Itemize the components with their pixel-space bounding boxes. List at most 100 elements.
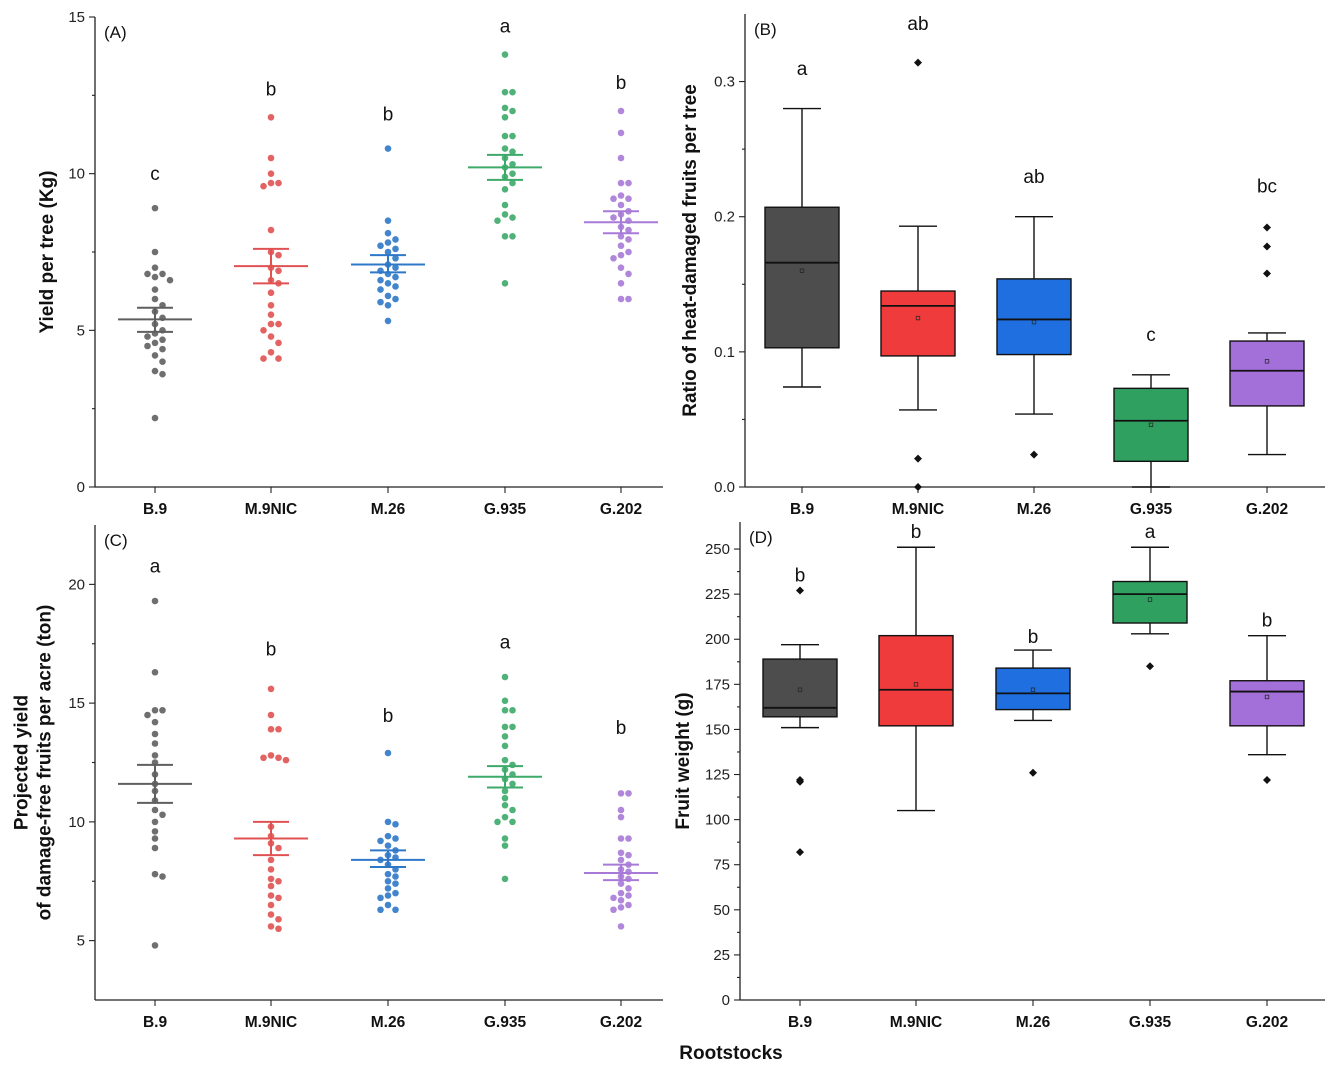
y-tick-label: 15	[68, 9, 85, 26]
data-point	[151, 806, 159, 814]
data-point	[151, 718, 159, 726]
x-tick-label-b9: B.9	[143, 1014, 168, 1031]
data-point	[617, 201, 625, 209]
data-point	[151, 730, 159, 738]
outlier-point	[1263, 223, 1271, 232]
panel-b-heat-damage-ratio: 0.0 0.1 0.2 0.3 B.9 M.9NIC M.26 G.935 G.202 Ratio…	[680, 14, 1325, 518]
x-tick-label-m9nic: M.9NIC	[245, 1014, 298, 1031]
y-tick-label: 20	[68, 576, 85, 593]
data-point	[617, 107, 625, 115]
mean-marker	[913, 682, 919, 687]
data-point	[377, 298, 384, 306]
data-point	[275, 877, 282, 885]
data-point	[159, 873, 166, 880]
significance-letter: b	[616, 73, 627, 94]
data-point	[384, 301, 392, 309]
y-axis-title: Projected yield of damage-free fruits per…	[12, 605, 56, 921]
data-point	[617, 813, 625, 821]
data-point	[625, 226, 632, 234]
data-point	[151, 597, 159, 605]
data-point	[610, 894, 617, 902]
data-point	[384, 818, 392, 826]
data-point	[509, 706, 516, 714]
data-point	[392, 880, 399, 887]
data-point	[159, 370, 166, 378]
data-point	[267, 923, 275, 930]
data-point	[159, 358, 166, 365]
y-tick-label: 0.2	[714, 209, 735, 226]
significance-letter: b	[1028, 627, 1039, 648]
box-g935	[1113, 374, 1189, 488]
data-point	[384, 885, 392, 892]
box-iqr	[880, 290, 956, 357]
data-point	[267, 711, 275, 719]
significance-letter: b	[266, 640, 277, 661]
box-b9	[762, 586, 838, 857]
outlier-point	[1030, 450, 1038, 459]
significance-letter: a	[797, 59, 808, 80]
data-point	[509, 233, 516, 240]
data-point	[501, 835, 509, 842]
data-point	[151, 339, 159, 347]
mean-marker	[1148, 422, 1154, 427]
series-m9nic	[234, 113, 308, 362]
x-tick-label-m26: M.26	[371, 1014, 406, 1031]
outlier-point	[1029, 768, 1037, 777]
y-tick-label: 5	[77, 322, 85, 339]
data-point	[267, 856, 275, 864]
data-point	[501, 794, 509, 802]
data-point	[151, 367, 159, 375]
data-point	[275, 894, 282, 902]
data-point	[151, 286, 159, 293]
panel-label: (A)	[104, 23, 127, 42]
data-point	[275, 267, 282, 275]
data-point	[267, 333, 275, 340]
data-point	[384, 145, 392, 152]
data-point	[625, 875, 632, 883]
mean-marker	[1264, 694, 1270, 700]
y-tick-label: 10	[68, 814, 85, 831]
y-tick-label: 10	[68, 166, 85, 183]
x-axis-title: Rootstocks	[679, 1043, 782, 1064]
data-point	[625, 901, 632, 909]
x-tick-label-g202: G.202	[1246, 1014, 1288, 1031]
data-point	[509, 214, 516, 221]
data-point	[151, 273, 159, 281]
data-point	[625, 835, 632, 842]
data-point	[151, 818, 159, 826]
panel-a-yield-per-tree: 0 5 10 15 B.9 M.9NIC M.26 G.935 G.202 Yield per t…	[37, 9, 663, 518]
data-point	[610, 214, 617, 221]
outlier-point	[914, 483, 922, 491]
significance-letter: a	[150, 557, 161, 578]
data-point	[501, 733, 509, 740]
data-point	[501, 673, 509, 681]
data-point	[159, 270, 166, 278]
data-point	[509, 806, 516, 814]
data-point	[494, 818, 501, 826]
data-point	[501, 132, 509, 140]
y-axis-title-line: Fruit weight (g)	[673, 692, 694, 829]
data-point	[260, 754, 267, 762]
panel-label: (D)	[749, 528, 773, 547]
mean-marker	[799, 268, 805, 273]
outlier-point	[914, 454, 922, 463]
significance-letter: bc	[1257, 176, 1277, 197]
y-tick-label: 100	[705, 812, 730, 829]
data-point	[625, 851, 632, 859]
data-point	[377, 906, 384, 914]
y-axis-title: Ratio of heat-damaged fruits per tree	[680, 84, 701, 417]
y-tick-label: 0	[722, 992, 730, 1009]
y-tick-label: 250	[705, 541, 730, 558]
series-b9	[118, 204, 192, 422]
x-tick-label-g935: G.935	[1129, 1014, 1172, 1031]
data-point	[267, 170, 275, 177]
data-point	[501, 787, 509, 795]
x-tick-label-b9: B.9	[788, 1014, 813, 1031]
data-point	[509, 107, 516, 115]
y-tick-label: 75	[713, 857, 730, 874]
data-point	[282, 756, 290, 764]
y-axis-title: Yield per tree (Kg)	[37, 171, 58, 334]
data-point	[625, 295, 632, 303]
data-point	[151, 740, 159, 747]
data-point	[144, 333, 151, 340]
